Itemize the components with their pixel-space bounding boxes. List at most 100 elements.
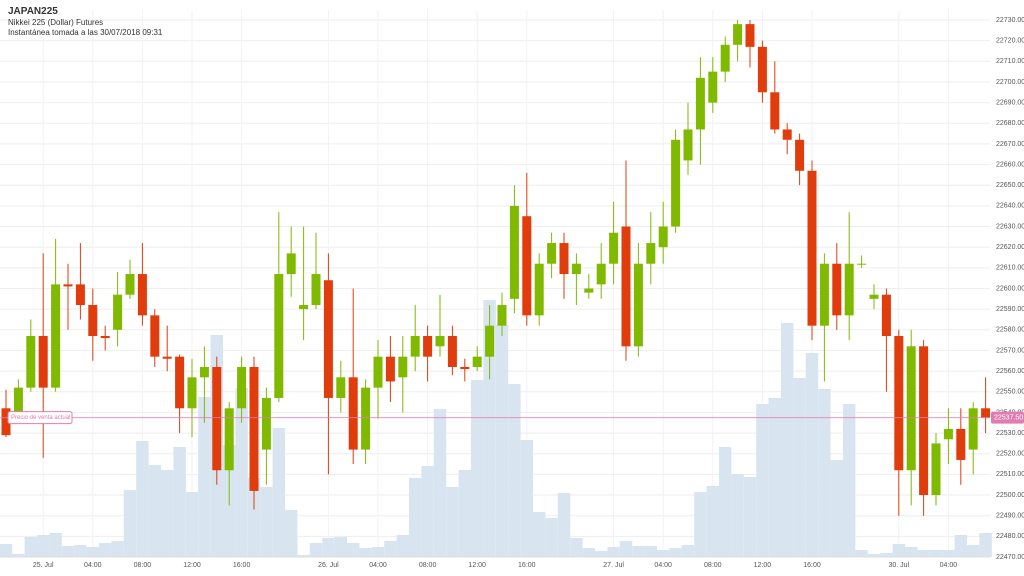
candle-body	[75, 284, 85, 306]
x-tick-label: 16:00	[803, 562, 821, 569]
volume-bar	[731, 474, 744, 557]
candle-body	[485, 325, 495, 357]
y-tick-label: 22590.00	[996, 306, 1024, 313]
candle-body	[497, 305, 507, 326]
current-price-name-box	[7, 411, 73, 425]
volume-bar	[421, 466, 434, 557]
candle-body	[745, 24, 755, 47]
candle-body	[559, 243, 569, 275]
y-tick-label: 22610.00	[996, 265, 1024, 272]
volume-bar	[235, 388, 248, 557]
y-tick-label: 22580.00	[996, 327, 1024, 334]
candle-body	[1, 408, 11, 436]
candle-body	[547, 243, 557, 264]
current-price-box	[991, 411, 1024, 424]
candle-body	[224, 408, 234, 471]
volume-bar	[508, 384, 521, 557]
y-tick-label: 22730.00	[996, 17, 1024, 24]
candle-body	[423, 336, 433, 357]
volume-bar	[334, 537, 347, 557]
candle-body	[658, 226, 668, 248]
candle-body	[720, 44, 730, 72]
y-tick-label: 22690.00	[996, 99, 1024, 106]
candle-body	[385, 356, 395, 382]
volume-bar	[719, 447, 732, 557]
candle-body	[410, 336, 420, 357]
symbol: JAPAN225	[8, 6, 58, 17]
candle-body	[981, 408, 991, 418]
volume-bar	[706, 486, 719, 557]
volume-layer	[0, 300, 992, 557]
candle-body	[509, 205, 519, 299]
candle-body	[249, 366, 259, 491]
candle-body	[13, 387, 23, 413]
candle-body	[733, 24, 743, 45]
candle-body	[187, 377, 197, 409]
candle-body	[150, 315, 160, 357]
x-tick-label: 08:00	[134, 562, 152, 569]
volume-bar	[483, 300, 496, 557]
volume-bar	[185, 492, 199, 557]
y-tick-label: 22660.00	[996, 161, 1024, 168]
candle-body	[857, 263, 867, 265]
volume-bar	[781, 323, 794, 557]
volume-bar	[867, 554, 881, 557]
candle-body	[534, 263, 544, 316]
volume-bar	[743, 477, 757, 557]
volume-bar	[830, 460, 843, 557]
volume-bar	[855, 550, 868, 557]
volume-bar	[61, 546, 75, 557]
volume-bar	[24, 537, 37, 557]
candle-body	[609, 232, 619, 264]
y-tick-label: 22630.00	[996, 223, 1024, 230]
volume-bar	[359, 548, 372, 557]
x-tick-label: 04:00	[84, 562, 102, 569]
x-tick-label: 30. Jul	[888, 562, 909, 569]
candle-body	[336, 377, 346, 398]
volume-bar	[595, 551, 608, 557]
volume-bar	[818, 389, 831, 557]
y-tick-label: 22680.00	[996, 120, 1024, 127]
candle-body	[212, 366, 222, 471]
candle-body	[968, 408, 978, 450]
volume-bar	[520, 440, 533, 557]
volume-bar	[260, 487, 273, 557]
volume-bar	[805, 353, 819, 557]
candle-body	[596, 263, 606, 285]
volume-bar	[681, 545, 695, 557]
candle-body	[323, 280, 333, 398]
y-tick-label: 22510.00	[996, 471, 1024, 478]
candle-body	[261, 397, 271, 450]
volume-bar	[198, 397, 211, 557]
y-tick-label: 22500.00	[996, 492, 1024, 499]
candle-body	[162, 356, 172, 359]
current-price-label: 22537.50	[994, 414, 1023, 421]
volume-bar	[917, 550, 930, 557]
candle-body	[472, 356, 482, 367]
candle-body	[447, 336, 457, 367]
x-tick-label: 16:00	[233, 562, 251, 569]
volume-bar	[632, 546, 645, 557]
x-tick-label: 12:00	[468, 562, 486, 569]
volume-bar	[619, 541, 633, 557]
volume-bar	[111, 541, 124, 557]
volume-bar	[74, 545, 87, 557]
volume-bar	[768, 398, 781, 557]
volume-bar	[136, 441, 149, 557]
y-tick-label: 22670.00	[996, 141, 1024, 148]
volume-bar	[793, 378, 806, 557]
candle-body	[695, 77, 705, 130]
candle-body	[113, 294, 123, 330]
candle-body	[125, 274, 135, 295]
candle-body	[571, 263, 581, 275]
candle-body	[348, 377, 358, 450]
candle-body	[795, 139, 805, 171]
volume-bar	[582, 548, 595, 557]
volume-bar	[905, 547, 918, 557]
candle-body	[100, 336, 110, 339]
x-tick-label: 12:00	[754, 562, 772, 569]
volume-bar	[0, 544, 13, 557]
candle-body	[633, 263, 643, 347]
candle-body	[757, 46, 767, 93]
